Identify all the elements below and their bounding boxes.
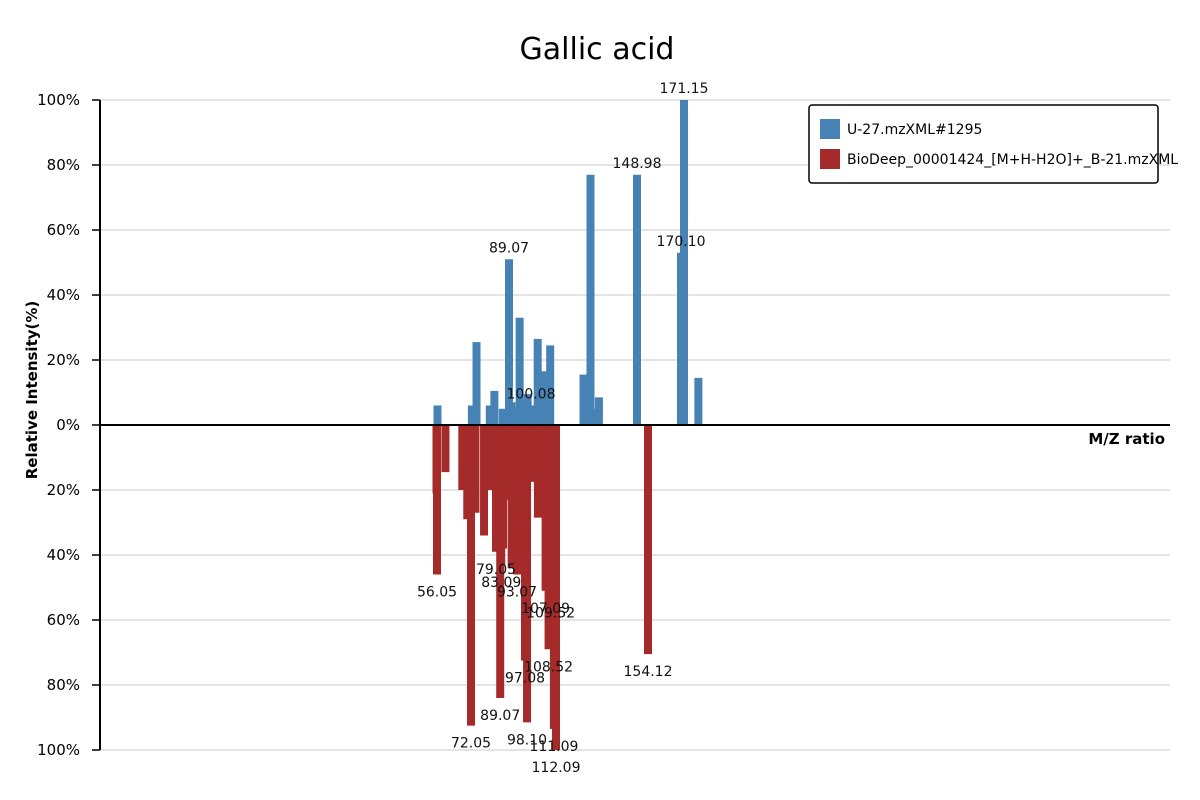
spectrum-bar xyxy=(594,397,603,425)
spectrum-bar xyxy=(533,425,542,518)
spectrum-bar xyxy=(472,342,481,425)
legend-label-query: U-27.mzXML#1295 xyxy=(847,122,982,138)
spectrum-bar xyxy=(458,425,467,490)
spectrum-bar xyxy=(484,425,493,490)
peak-label: 108.52 xyxy=(524,659,573,675)
spectrum-bar xyxy=(521,425,530,661)
y-axis-ticks: 100% 80% 60% 40% 20% 0% 20% 40% 60% 80% 100% xyxy=(37,91,100,759)
peak-label: 83.09 xyxy=(481,575,521,591)
peak-label: 111.09 xyxy=(529,739,578,755)
reference-series-bars xyxy=(432,425,652,750)
spectrum-bar xyxy=(507,425,516,568)
spectrum-bar xyxy=(586,174,595,425)
spectrum-bar xyxy=(529,405,538,425)
y-tick-label: 60% xyxy=(47,221,80,239)
peak-label: 170.10 xyxy=(657,234,706,250)
y-tick-label: 20% xyxy=(47,351,80,369)
spectrum-bar xyxy=(433,425,441,575)
spectrum-bar xyxy=(433,405,442,425)
spectrum-bar xyxy=(633,174,641,425)
spectrum-bar xyxy=(579,374,588,425)
y-tick-label: 20% xyxy=(47,481,80,499)
spectrum-bar xyxy=(522,425,531,494)
y-tick-label: 40% xyxy=(47,546,80,564)
spectrum-bar xyxy=(546,345,555,425)
peak-label: 56.05 xyxy=(417,585,457,601)
spectrum-bar xyxy=(515,317,524,425)
spectrum-bar xyxy=(490,390,499,425)
spectrum-bar xyxy=(552,425,560,750)
spectrum-bar xyxy=(467,425,475,726)
y-tick-label: 80% xyxy=(47,156,80,174)
spectrum-bar xyxy=(505,259,513,425)
peak-label: 97.08 xyxy=(505,671,545,687)
spectrum-bar xyxy=(694,377,703,425)
spectrum-bar xyxy=(480,425,489,536)
y-tick-label: 80% xyxy=(47,676,80,694)
peak-label: 171.15 xyxy=(660,81,709,97)
y-axis-label: Relative Intensity(%) xyxy=(23,301,41,480)
spectrum-bar xyxy=(485,405,494,425)
peak-label: 89.07 xyxy=(489,240,529,256)
peak-label: 107.09 xyxy=(521,601,570,617)
spectrum-bar xyxy=(533,338,542,425)
spectrum-bar xyxy=(471,425,480,513)
spectrum-bar xyxy=(512,425,521,575)
y-tick-label: 100% xyxy=(37,91,80,109)
spectrum-bar xyxy=(502,425,511,494)
spectrum-bar xyxy=(441,425,450,473)
legend-box xyxy=(808,104,1159,184)
legend-swatch-query xyxy=(820,119,840,139)
peak-label: 79.05 xyxy=(476,562,516,578)
y-tick-label: 40% xyxy=(47,286,80,304)
peak-label: 72.05 xyxy=(451,736,491,752)
peak-label: 148.98 xyxy=(613,156,662,172)
spectrum-bar xyxy=(644,425,652,655)
peak-label: 109.52 xyxy=(526,606,575,622)
peak-label: 112.09 xyxy=(532,760,581,776)
legend-swatch-reference xyxy=(820,149,840,169)
x-axis-label: M/Z ratio xyxy=(1088,430,1165,448)
legend: U-27.mzXML#1295 BioDeep_00001424_[M+H-H2… xyxy=(808,104,1178,184)
peak-label: 93.07 xyxy=(497,585,537,601)
query-series-bars xyxy=(433,100,703,425)
spectrum-bar xyxy=(680,100,688,425)
peak-label: 98.10 xyxy=(507,732,547,748)
spectrum-bar xyxy=(498,408,507,425)
y-tick-label: 0% xyxy=(56,416,80,434)
legend-label-reference: BioDeep_00001424_[M+H-H2O]+_B-21.mzXML xyxy=(847,152,1178,168)
spectrum-bar xyxy=(507,402,516,425)
peak-label: 89.07 xyxy=(480,708,520,724)
peak-labels: 89.07 100.08 148.98 170.10 171.15 56.05 72.05 7… xyxy=(417,81,709,776)
peak-label: 154.12 xyxy=(624,664,673,680)
spectrum-bar xyxy=(467,405,476,425)
spectrum-bar xyxy=(496,425,505,698)
y-tick-label: 100% xyxy=(37,741,80,759)
chart-title: Gallic acid xyxy=(520,32,675,67)
peak-label: 100.08 xyxy=(507,387,556,403)
y-tick-label: 60% xyxy=(47,611,80,629)
